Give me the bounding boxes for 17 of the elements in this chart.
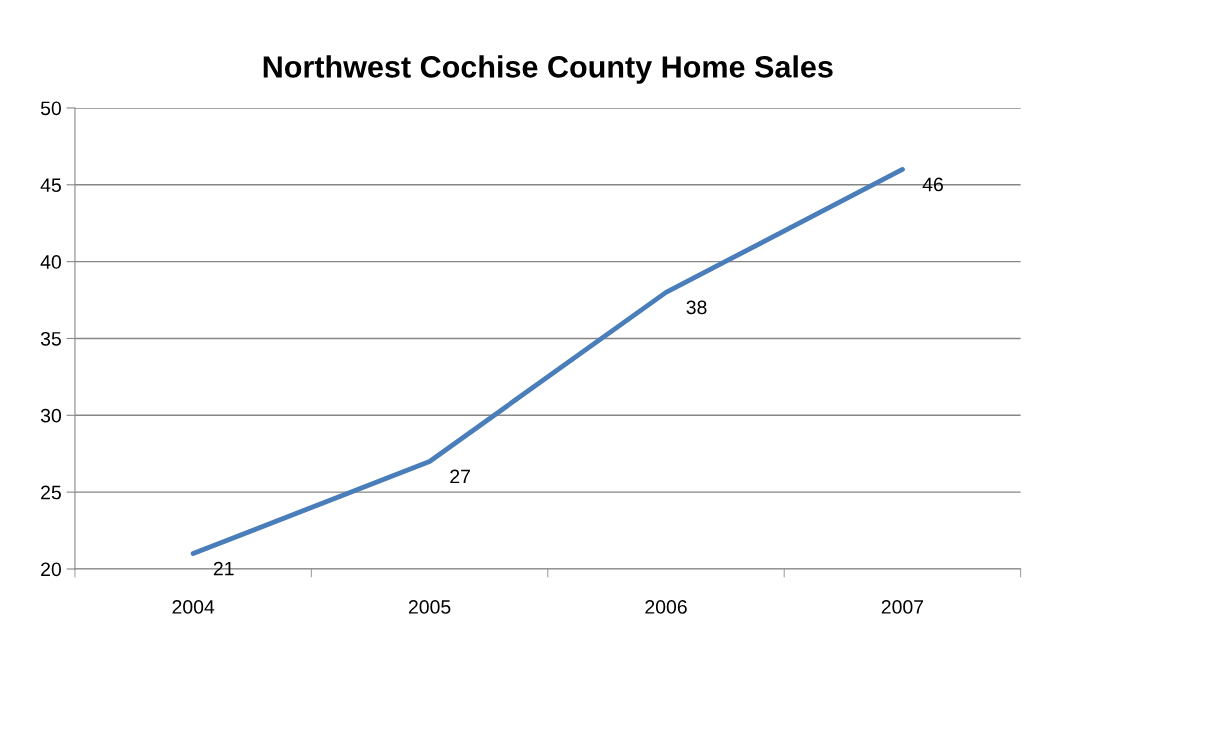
data-label: 21 — [213, 561, 234, 576]
x-tick-label: 2007 — [881, 600, 924, 614]
x-tick-label: 2006 — [645, 600, 687, 614]
y-tick-label: 25 — [41, 485, 61, 500]
line-series — [190, 167, 905, 557]
data-label: 38 — [686, 300, 707, 315]
y-tick-label: 30 — [40, 408, 61, 423]
x-tick-label: 2004 — [172, 600, 215, 614]
y-tick-label: 45 — [40, 178, 61, 193]
y-tick-label: 35 — [40, 331, 61, 346]
y-tick-label: 50 — [40, 101, 61, 116]
y-tick-label: 40 — [40, 255, 61, 269]
y-tick-label: 20 — [41, 562, 61, 577]
x-tick-label: 2005 — [408, 600, 451, 614]
data-label: 27 — [450, 469, 470, 484]
data-label: 46 — [922, 177, 943, 192]
chart-title: Northwest Cochise County Home Sales — [263, 55, 833, 84]
